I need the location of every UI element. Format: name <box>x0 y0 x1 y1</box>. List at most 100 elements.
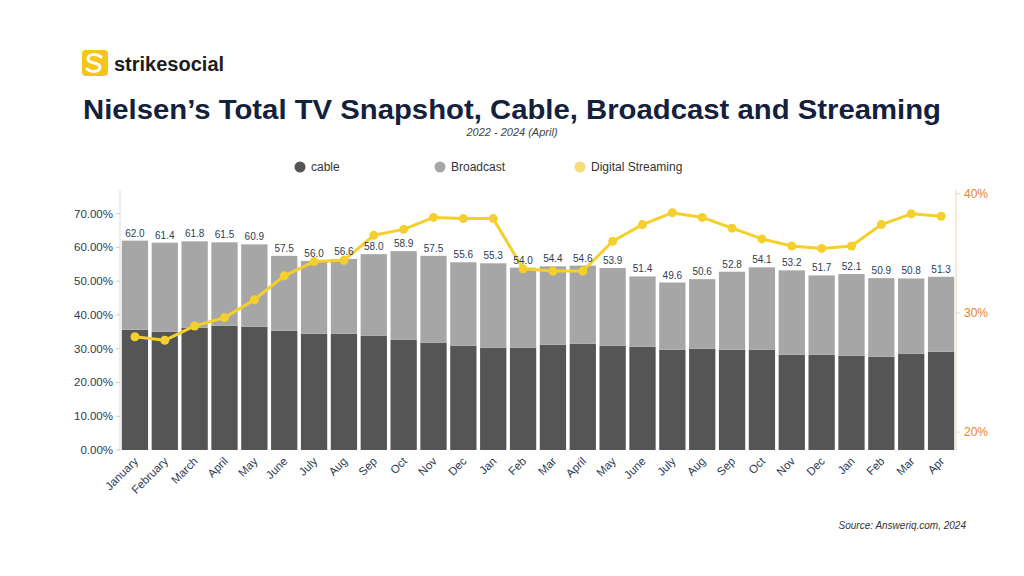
bar-cable <box>540 345 566 450</box>
bar-broadcast <box>241 244 267 326</box>
legend-swatch <box>295 162 306 173</box>
streaming-marker <box>668 208 677 217</box>
x-tick-label: Jan <box>835 455 857 477</box>
total-label: 60.9 <box>245 231 265 242</box>
y2-tick <box>956 432 960 433</box>
total-label: 55.3 <box>483 250 503 261</box>
bar-broadcast <box>182 241 208 327</box>
x-tick-label: Mar <box>536 455 559 478</box>
x-tick-label: Feb <box>506 455 529 478</box>
logo-glyph <box>87 55 101 72</box>
total-label: 53.2 <box>782 257 802 268</box>
x-tick-label: June <box>622 455 648 481</box>
bar-broadcast <box>749 267 775 349</box>
y-tick-label: 10.00% <box>74 410 113 422</box>
total-label: 53.9 <box>603 255 623 266</box>
bar-cable <box>271 331 297 450</box>
logo: strikesocial <box>82 50 224 76</box>
x-tick-label: February <box>129 455 170 496</box>
plot-marks <box>122 208 954 450</box>
bar-broadcast <box>510 268 536 348</box>
total-label: 54.1 <box>752 254 772 265</box>
total-label: 54.4 <box>543 253 563 264</box>
streaming-marker <box>757 234 766 243</box>
x-tick-label: April <box>205 455 230 480</box>
bar-cable <box>152 332 178 450</box>
legend-label: Digital Streaming <box>591 160 682 174</box>
x-tick-label: Sep <box>356 455 379 478</box>
total-label: 56.0 <box>304 248 324 259</box>
bar-cable <box>480 348 506 450</box>
x-tick-label: Dec <box>446 455 469 478</box>
streaming-marker <box>847 242 856 251</box>
y2-tick-label: 20% <box>964 425 988 439</box>
bar-cable <box>331 334 357 450</box>
bar-cable <box>689 349 715 450</box>
bar-broadcast <box>152 243 178 332</box>
bar-broadcast <box>450 262 476 345</box>
bar-cable <box>898 354 924 450</box>
total-label: 62.0 <box>125 228 145 239</box>
bar-broadcast <box>271 256 297 331</box>
total-label: 50.8 <box>901 265 921 276</box>
bar-cable <box>391 340 417 450</box>
x-tick-label: Apr <box>925 455 946 476</box>
legend-label: cable <box>311 160 340 174</box>
x-tick-label: Sep <box>715 455 738 478</box>
bar-broadcast <box>659 283 685 350</box>
streaming-marker <box>787 242 796 251</box>
total-label: 52.1 <box>842 261 862 272</box>
logo-icon <box>82 50 108 76</box>
bar-broadcast <box>898 278 924 353</box>
y-tick-label: 20.00% <box>74 376 113 388</box>
bar-cable <box>510 348 536 450</box>
x-tick-label: Aug <box>326 455 349 478</box>
streaming-line <box>135 213 941 341</box>
y-tick <box>116 382 120 383</box>
streaming-marker <box>728 224 737 233</box>
total-label: 57.5 <box>274 243 294 254</box>
bar-broadcast <box>420 256 446 343</box>
y-tick <box>116 450 120 451</box>
streaming-marker <box>937 212 946 221</box>
x-tick-label: March <box>169 455 200 486</box>
x-tick-label: Oct <box>746 454 768 476</box>
x-tick-label: Oct <box>388 454 410 476</box>
title: Nielsen’s Total TV Snapshot, Cable, Broa… <box>83 94 941 125</box>
total-label: 50.9 <box>872 265 892 276</box>
y2-tick <box>956 312 960 313</box>
bar-broadcast <box>719 272 745 350</box>
streaming-marker <box>339 256 348 265</box>
y-tick-label: 50.00% <box>74 275 113 287</box>
bar-cable <box>719 350 745 450</box>
streaming-marker <box>698 213 707 222</box>
bar-cable <box>122 330 148 450</box>
y-tick-label: 60.00% <box>74 241 113 253</box>
bar-broadcast <box>391 251 417 340</box>
total-label: 49.6 <box>663 270 683 281</box>
streaming-marker <box>369 231 378 240</box>
bar-cable <box>182 328 208 450</box>
y2-tick-label: 30% <box>964 306 988 320</box>
bar-broadcast <box>868 278 894 357</box>
x-tick-label: Feb <box>864 455 887 478</box>
streaming-marker <box>130 332 139 341</box>
x-tick-label: April <box>563 455 588 480</box>
y-axis-line <box>120 190 121 450</box>
y-tick <box>116 247 120 248</box>
legend: cableBroadcastDigital Streaming <box>295 160 683 174</box>
bar-broadcast <box>629 276 655 346</box>
x-tick-label: May <box>594 455 618 479</box>
streaming-marker <box>250 295 259 304</box>
y-tick-label: 30.00% <box>74 343 113 355</box>
total-label: 56.6 <box>334 246 354 257</box>
bar-cable <box>749 350 775 450</box>
bar-cable <box>361 336 387 450</box>
y-tick <box>116 416 120 417</box>
streaming-marker <box>578 267 587 276</box>
bar-cable <box>629 347 655 450</box>
x-tick-label: June <box>264 455 290 481</box>
y2-tick <box>956 193 960 194</box>
y2-axis-line <box>956 190 957 450</box>
streaming-marker <box>608 237 617 246</box>
